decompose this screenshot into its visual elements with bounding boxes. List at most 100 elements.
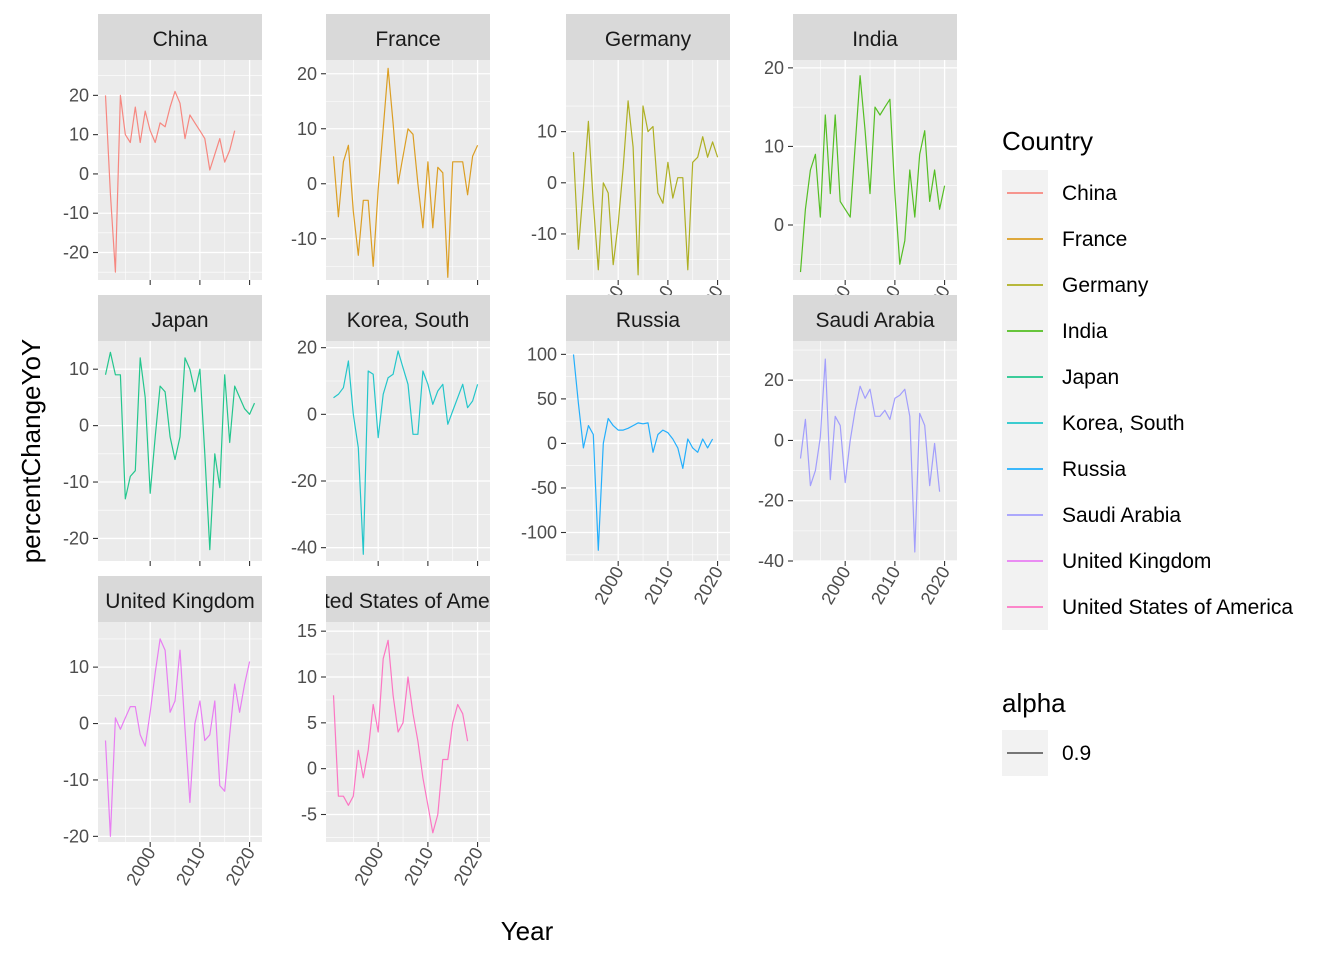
legend-entry-india: India xyxy=(1062,320,1108,343)
y-tick-label: -20 xyxy=(63,826,89,846)
x-tick-label: 2000 xyxy=(350,844,387,889)
panel-background xyxy=(566,341,730,561)
panel-background xyxy=(326,341,490,561)
facet-strip xyxy=(566,14,730,60)
legend-alpha-title: alpha xyxy=(1002,688,1066,718)
x-tick-label: 2020 xyxy=(690,563,727,608)
y-tick-label: 0 xyxy=(307,759,317,779)
y-tick-label: 0 xyxy=(307,174,317,194)
y-tick-label: 5 xyxy=(307,713,317,733)
x-tick-label: 2010 xyxy=(867,563,904,608)
panel-background xyxy=(793,341,957,561)
facet-strip xyxy=(98,576,262,622)
legend-entry-germany: Germany xyxy=(1062,274,1149,297)
legend-entry-russia: Russia xyxy=(1062,458,1127,481)
y-tick-label: 20 xyxy=(764,370,784,390)
facet-strip xyxy=(326,576,490,622)
y-tick-label: 10 xyxy=(297,119,317,139)
y-tick-label: -40 xyxy=(291,538,317,558)
y-tick-label: 0 xyxy=(79,714,89,734)
facet-label: Russia xyxy=(616,309,681,332)
facet-russia: Russia -100 -50 0 50 100 2000 2010 2020 xyxy=(521,295,730,608)
facet-france: France -10 0 10 20 xyxy=(291,14,490,285)
y-tick-label: -20 xyxy=(758,491,784,511)
facet-strip xyxy=(98,295,262,341)
y-tick-label: -20 xyxy=(63,528,89,548)
y-tick-label: 10 xyxy=(537,122,557,142)
panel-background xyxy=(793,60,957,280)
y-tick-label: 10 xyxy=(69,125,89,145)
x-tick-label: 2000 xyxy=(590,563,627,608)
legend-title: Country xyxy=(1002,126,1093,156)
series-line-china xyxy=(104,90,236,273)
y-axis-title: percentChangeYoY xyxy=(16,339,46,564)
facet-strip xyxy=(793,295,957,341)
x-tick-label: 2020 xyxy=(917,563,954,608)
x-tick-label: 2010 xyxy=(640,563,677,608)
facet-label: Germany xyxy=(605,28,692,51)
facet-india: India01020200020102020 xyxy=(764,14,957,327)
series-line-japan xyxy=(104,351,256,551)
series-line-korea-south xyxy=(333,350,479,555)
y-tick-label: -50 xyxy=(531,478,557,498)
legend-entry-china: China xyxy=(1062,182,1117,205)
facet-label: United States of America xyxy=(292,590,523,613)
series-line-united-kingdom xyxy=(104,638,251,837)
facet-saudi-arabia: Saudi Arabia -40 -20 0 20 2000 2010 2020 xyxy=(758,295,957,608)
facet-label: France xyxy=(375,28,440,51)
y-tick-label: 20 xyxy=(297,338,317,358)
legend-key-background xyxy=(1002,170,1048,630)
y-tick-label: 0 xyxy=(774,430,784,450)
y-tick-label: 100 xyxy=(527,344,557,364)
facet-label: Japan xyxy=(151,309,208,332)
x-tick-label: 2000 xyxy=(122,844,159,889)
y-tick-label: -20 xyxy=(63,243,89,263)
x-tick-label: 2000 xyxy=(817,563,854,608)
series-line-saudi-arabia xyxy=(799,358,941,553)
panel-background xyxy=(566,60,730,280)
y-tick-label: 15 xyxy=(297,621,317,641)
panel-background xyxy=(98,60,262,280)
x-tick-label: 2020 xyxy=(222,844,259,889)
y-tick-label: 10 xyxy=(69,657,89,677)
series-line-germany xyxy=(572,100,719,276)
x-tick-label: 2010 xyxy=(400,844,437,889)
legend-alpha: alpha 0.9 xyxy=(1002,688,1091,776)
facet-strip xyxy=(566,295,730,341)
facet-united-kingdom: United Kingdom -20 -10 0 10 2000 2010 2020 xyxy=(63,576,262,889)
series-line-russia xyxy=(572,354,714,551)
facet-label: China xyxy=(153,28,208,51)
y-tick-label: 20 xyxy=(69,85,89,105)
y-tick-label: 0 xyxy=(79,164,89,184)
facet-japan: Japan -20 -10 0 10 xyxy=(63,295,262,566)
facet-label: United Kingdom xyxy=(105,590,254,613)
y-tick-label: -20 xyxy=(291,471,317,491)
y-tick-label: -100 xyxy=(521,522,557,542)
legend-entry-korea-south: Korea, South xyxy=(1062,412,1185,435)
x-axis-title: Year xyxy=(501,916,554,946)
facet-strip xyxy=(326,295,490,341)
series-line-india xyxy=(799,75,946,273)
facet-strip xyxy=(98,14,262,60)
y-tick-label: -10 xyxy=(63,203,89,223)
facet-label: Saudi Arabia xyxy=(815,309,934,332)
facet-strip xyxy=(326,14,490,60)
y-tick-label: 50 xyxy=(537,389,557,409)
y-tick-label: 0 xyxy=(774,215,784,235)
y-tick-label: 10 xyxy=(764,136,784,156)
legend-country: Country China France Germany India Japan Korea… xyxy=(1002,126,1293,630)
facet-label: Korea, South xyxy=(347,309,470,332)
y-tick-label: 0 xyxy=(307,404,317,424)
legend-entry-saudi-arabia: Saudi Arabia xyxy=(1062,504,1181,527)
panel-background xyxy=(98,341,262,561)
facet-china: China -20 -10 0 10 20 xyxy=(63,14,262,285)
y-tick-label: 20 xyxy=(764,58,784,78)
y-tick-label: -10 xyxy=(63,770,89,790)
legend-entry-france: France xyxy=(1062,228,1127,251)
y-tick-label: 0 xyxy=(547,173,557,193)
legend-entry-united-states-of-america: United States of America xyxy=(1062,596,1293,619)
y-tick-label: -10 xyxy=(291,229,317,249)
series-line-france xyxy=(332,67,479,278)
